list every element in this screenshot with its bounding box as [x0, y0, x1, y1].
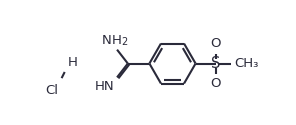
Text: H: H — [111, 34, 121, 47]
Text: N: N — [102, 34, 112, 47]
Text: S: S — [211, 56, 220, 71]
Text: O: O — [210, 77, 221, 90]
Text: Cl: Cl — [45, 84, 58, 96]
Text: HN: HN — [94, 80, 114, 93]
Text: O: O — [210, 37, 221, 50]
Text: H: H — [68, 56, 78, 69]
Text: CH₃: CH₃ — [234, 57, 258, 70]
Text: 2: 2 — [121, 37, 127, 47]
